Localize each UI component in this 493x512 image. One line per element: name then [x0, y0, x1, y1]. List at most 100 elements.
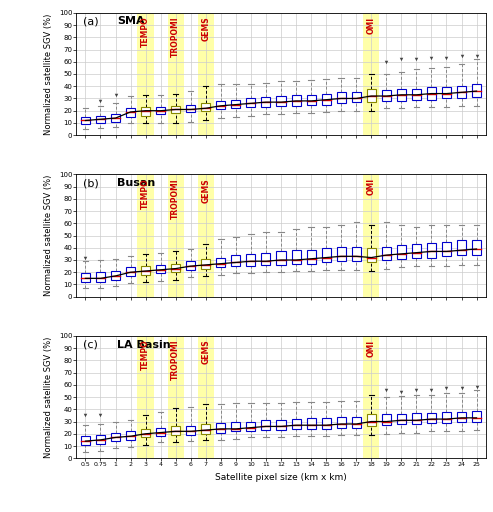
Bar: [307, 95, 316, 104]
Bar: [171, 106, 180, 113]
Bar: [126, 108, 135, 117]
Bar: [337, 247, 346, 261]
Bar: [397, 414, 406, 424]
Bar: [138, 174, 154, 297]
Bar: [457, 86, 466, 98]
Bar: [382, 90, 391, 101]
Bar: [291, 250, 301, 264]
Bar: [367, 248, 376, 263]
Text: Busan: Busan: [117, 178, 156, 188]
Bar: [138, 336, 154, 458]
Bar: [186, 426, 195, 435]
Bar: [96, 272, 105, 282]
Bar: [291, 419, 301, 429]
Bar: [81, 273, 90, 282]
Text: OMI: OMI: [367, 16, 376, 34]
Bar: [186, 261, 195, 270]
Bar: [231, 255, 241, 266]
Text: TROPOMI: TROPOMI: [171, 16, 180, 57]
Bar: [141, 266, 150, 274]
Bar: [397, 245, 406, 259]
Text: (c): (c): [82, 339, 98, 350]
Bar: [246, 254, 255, 266]
Bar: [198, 174, 214, 297]
Bar: [352, 92, 361, 102]
Bar: [457, 412, 466, 421]
Bar: [307, 418, 316, 429]
Text: TEMPO: TEMPO: [141, 339, 150, 370]
Text: (b): (b): [82, 178, 98, 188]
Text: TEMPO: TEMPO: [141, 178, 150, 208]
Text: GEMS: GEMS: [201, 178, 211, 203]
Bar: [321, 418, 331, 429]
Text: GEMS: GEMS: [201, 16, 211, 41]
Bar: [291, 95, 301, 106]
Text: (a): (a): [82, 16, 98, 27]
Y-axis label: Normalized satellite SGV (%): Normalized satellite SGV (%): [44, 175, 53, 296]
Bar: [367, 414, 376, 426]
Bar: [111, 271, 120, 280]
Bar: [321, 94, 331, 104]
Bar: [231, 100, 241, 108]
Text: TEMPO: TEMPO: [141, 16, 150, 47]
Bar: [397, 89, 406, 101]
Bar: [367, 89, 376, 102]
Bar: [337, 92, 346, 103]
Bar: [171, 426, 180, 435]
Bar: [442, 242, 451, 257]
Bar: [201, 259, 211, 269]
Bar: [261, 97, 271, 107]
Bar: [111, 114, 120, 122]
Bar: [277, 96, 285, 106]
Bar: [472, 84, 481, 97]
Text: OMI: OMI: [367, 339, 376, 357]
Bar: [363, 174, 380, 297]
Bar: [141, 107, 150, 116]
Text: OMI: OMI: [367, 178, 376, 195]
Bar: [168, 13, 184, 135]
Bar: [427, 413, 436, 423]
Bar: [156, 107, 165, 114]
Bar: [277, 251, 285, 265]
Bar: [382, 247, 391, 260]
Bar: [442, 88, 451, 98]
Bar: [231, 421, 241, 431]
Bar: [457, 241, 466, 255]
Bar: [201, 103, 211, 111]
Bar: [412, 89, 421, 100]
Bar: [412, 413, 421, 424]
Bar: [156, 428, 165, 436]
Bar: [472, 241, 481, 255]
Bar: [321, 248, 331, 263]
Bar: [138, 13, 154, 135]
Bar: [186, 104, 195, 112]
Y-axis label: Normalized satellite SGV (%): Normalized satellite SGV (%): [44, 13, 53, 135]
Text: SMA: SMA: [117, 16, 145, 27]
Bar: [261, 252, 271, 265]
Bar: [382, 414, 391, 425]
Bar: [412, 244, 421, 258]
Bar: [246, 421, 255, 431]
Bar: [363, 336, 380, 458]
Bar: [168, 336, 184, 458]
Bar: [156, 265, 165, 273]
Y-axis label: Normalized satellite SGV (%): Normalized satellite SGV (%): [44, 336, 53, 458]
Text: TROPOMI: TROPOMI: [171, 339, 180, 380]
Bar: [81, 117, 90, 124]
Bar: [126, 431, 135, 440]
Bar: [261, 420, 271, 430]
Bar: [171, 264, 180, 272]
Bar: [81, 436, 90, 445]
Bar: [111, 433, 120, 441]
Bar: [198, 336, 214, 458]
Bar: [96, 116, 105, 123]
Bar: [96, 435, 105, 443]
Bar: [363, 13, 380, 135]
Bar: [198, 13, 214, 135]
Bar: [126, 267, 135, 276]
Text: TROPOMI: TROPOMI: [171, 178, 180, 219]
Bar: [216, 258, 225, 267]
X-axis label: Satellite pixel size (km x km): Satellite pixel size (km x km): [215, 473, 347, 482]
Text: LA Basin: LA Basin: [117, 339, 171, 350]
Bar: [307, 250, 316, 264]
